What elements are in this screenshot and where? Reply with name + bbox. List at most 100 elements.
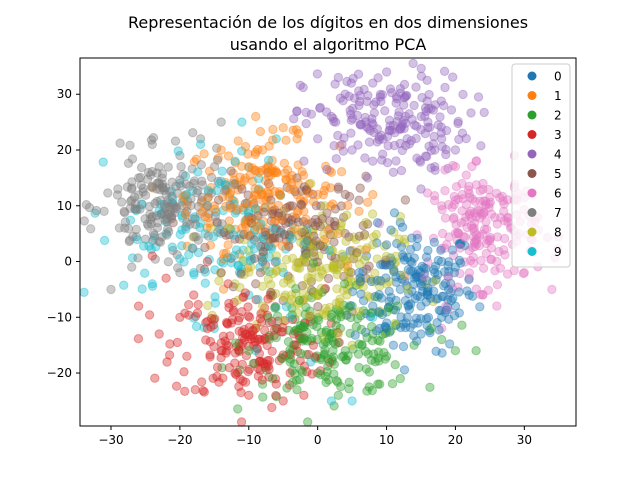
point-digit-5	[306, 263, 317, 273]
point-digit-9	[211, 207, 221, 217]
point-digit-4	[362, 173, 373, 183]
point-digit-3	[224, 302, 234, 313]
point-digit-8	[206, 223, 216, 233]
point-digit-4	[458, 89, 468, 100]
point-digit-1	[218, 254, 229, 264]
point-digit-5	[283, 213, 293, 223]
point-digit-8	[251, 323, 261, 334]
point-digit-3	[165, 339, 175, 349]
point-digit-4	[392, 116, 402, 127]
point-digit-1	[266, 170, 276, 181]
point-digit-3	[237, 359, 248, 369]
point-digit-5	[302, 184, 312, 194]
point-digit-0	[406, 244, 416, 255]
point-digit-2	[340, 305, 350, 316]
point-digit-8	[295, 263, 305, 273]
point-digit-5	[278, 295, 288, 306]
point-digit-4	[446, 105, 457, 115]
point-digit-3	[245, 312, 255, 322]
point-digit-5	[364, 261, 374, 271]
point-digit-1	[241, 221, 251, 231]
point-digit-3	[249, 358, 260, 369]
point-digit-0	[360, 327, 371, 337]
point-digit-8	[258, 308, 268, 318]
point-digit-7	[184, 181, 195, 192]
point-digit-0	[358, 267, 368, 277]
point-digit-5	[286, 227, 296, 237]
point-digit-5	[274, 208, 284, 218]
point-digit-3	[254, 357, 264, 367]
point-digit-9	[301, 225, 312, 235]
point-digit-1	[326, 167, 337, 178]
point-digit-8	[263, 274, 273, 284]
point-digit-9	[231, 245, 242, 255]
point-digit-8	[336, 221, 346, 231]
point-digit-2	[425, 382, 435, 392]
point-digit-8	[328, 261, 339, 271]
point-digit-0	[412, 336, 422, 346]
point-digit-6	[459, 231, 469, 242]
point-digit-9	[177, 225, 187, 235]
point-digit-9	[278, 267, 288, 278]
point-digit-1	[253, 144, 263, 155]
point-digit-8	[332, 269, 342, 280]
point-digit-2	[385, 301, 395, 312]
point-digit-0	[375, 276, 386, 286]
point-digit-6	[466, 206, 476, 216]
point-digit-3	[216, 338, 227, 348]
point-digit-1	[197, 206, 208, 217]
point-digit-2	[301, 302, 311, 312]
point-digit-1	[271, 167, 281, 178]
point-digit-9	[216, 228, 226, 238]
point-digit-4	[301, 107, 311, 118]
point-digit-6	[448, 160, 458, 171]
point-digit-3	[265, 290, 275, 300]
point-digit-6	[471, 284, 482, 294]
point-digit-6	[429, 195, 440, 206]
point-digit-8	[278, 315, 289, 326]
point-digit-8	[257, 301, 268, 311]
point-digit-7	[159, 202, 170, 212]
point-digit-7	[150, 254, 161, 264]
point-digit-2	[331, 321, 341, 331]
point-digit-4	[420, 103, 431, 113]
point-digit-0	[385, 253, 396, 263]
point-digit-0	[417, 286, 428, 297]
point-digit-0	[415, 267, 426, 277]
point-digit-3	[234, 326, 244, 336]
point-digit-8	[263, 232, 274, 242]
point-digit-1	[209, 201, 220, 211]
point-digit-1	[283, 239, 294, 250]
point-digit-9	[99, 235, 110, 246]
point-digit-3	[252, 344, 263, 354]
point-digit-0	[390, 305, 401, 315]
point-digit-5	[301, 185, 312, 196]
point-digit-0	[406, 299, 416, 309]
point-digit-3	[237, 338, 248, 348]
point-digit-5	[268, 206, 278, 217]
point-digit-4	[387, 125, 397, 135]
legend-marker-4	[527, 149, 537, 159]
point-digit-2	[364, 367, 375, 377]
point-digit-4	[423, 122, 433, 133]
point-digit-2	[335, 323, 346, 334]
point-digit-0	[409, 253, 419, 263]
point-digit-4	[466, 108, 476, 118]
point-digit-5	[306, 285, 317, 295]
point-digit-9	[180, 171, 191, 181]
point-digit-4	[328, 113, 338, 124]
point-digit-1	[256, 190, 267, 200]
point-digit-4	[353, 69, 364, 79]
point-digit-3	[278, 396, 288, 406]
point-digit-7	[86, 224, 96, 234]
point-digit-4	[299, 156, 309, 166]
point-digit-8	[400, 234, 410, 245]
point-digit-2	[298, 321, 308, 331]
point-digit-1	[269, 217, 279, 227]
point-digit-1	[230, 157, 241, 168]
point-digit-5	[300, 257, 311, 267]
point-digit-3	[278, 322, 288, 333]
point-digit-6	[474, 240, 485, 251]
point-digit-3	[256, 308, 266, 319]
point-digit-8	[316, 266, 327, 276]
